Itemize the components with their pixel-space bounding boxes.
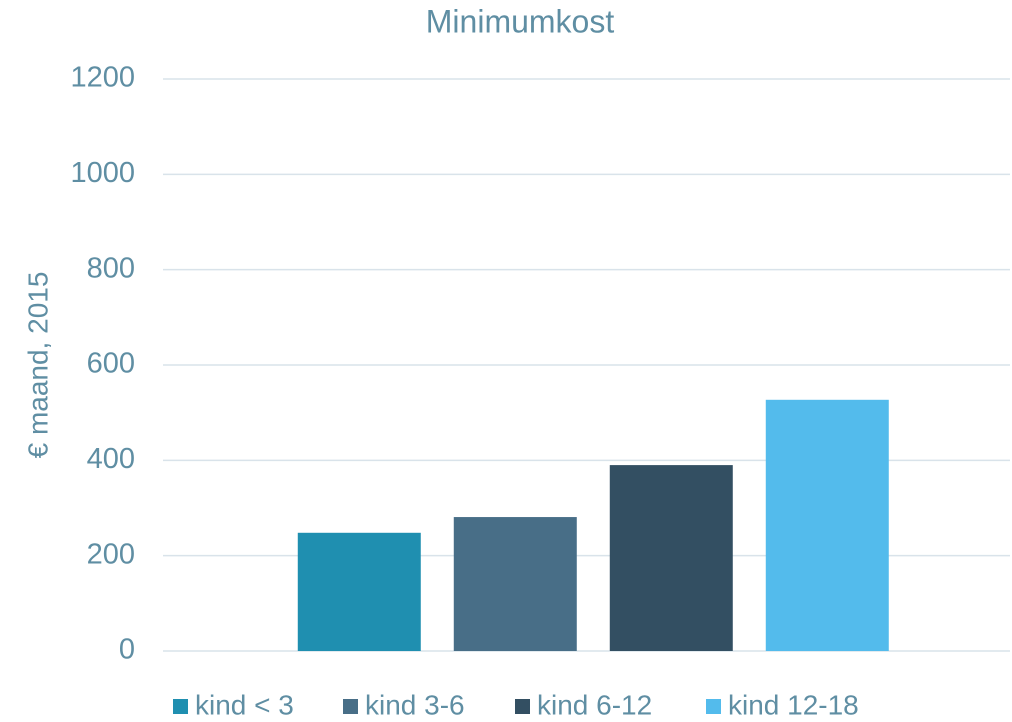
bar [765, 399, 889, 651]
legend-label: kind 3-6 [365, 689, 465, 720]
y-tick-label: 0 [119, 634, 135, 666]
legend-label: kind < 3 [195, 689, 294, 720]
y-tick-label: 800 [87, 252, 135, 284]
bar [453, 517, 577, 651]
bar [297, 532, 421, 651]
chart-title: Minimumkost [426, 3, 615, 39]
y-tick-label: 600 [87, 348, 135, 380]
y-axis-label: € maand, 2015 [22, 272, 53, 459]
y-tick-label: 400 [87, 443, 135, 475]
legend-label: kind 6-12 [537, 689, 652, 720]
y-tick-label: 1200 [70, 62, 135, 94]
bar [609, 465, 733, 651]
legend-swatch [706, 699, 721, 714]
legend-swatch [515, 699, 530, 714]
legend-swatch [173, 699, 188, 714]
y-tick-label: 200 [87, 538, 135, 570]
legend-swatch [343, 699, 358, 714]
legend-label: kind 12-18 [728, 689, 859, 720]
y-tick-label: 1000 [70, 157, 135, 189]
